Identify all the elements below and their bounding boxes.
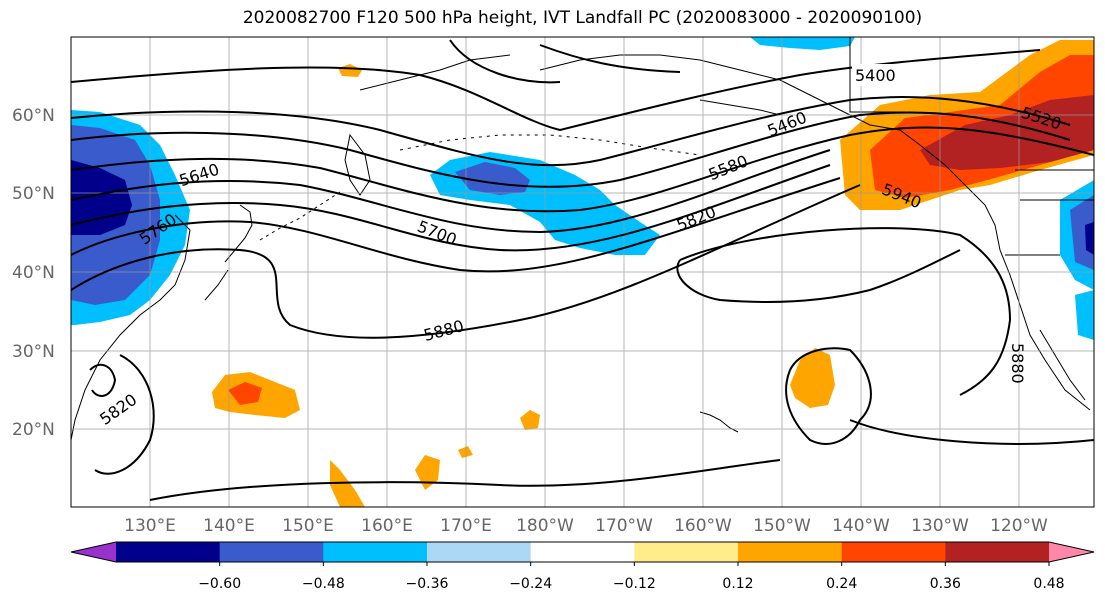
lon-label-170e: 170°E <box>440 516 492 536</box>
neg-region-asia-dark <box>71 160 132 235</box>
lon-label-140w: 140°W <box>832 516 890 536</box>
colorbar-segment <box>841 542 946 562</box>
lat-label-30n: 30°N <box>12 342 55 362</box>
colorbar-tick-label: −0.48 <box>302 576 345 592</box>
lon-labels: 130°E 140°E 150°E 160°E 170°E 180°W 170°… <box>124 516 1048 536</box>
neg-region-us-dark <box>1085 222 1094 255</box>
lat-label-20n: 20°N <box>12 420 55 440</box>
lon-label-150e: 150°E <box>282 516 334 536</box>
colorbar-outline <box>70 541 1095 563</box>
lon-label-150w: 150°W <box>753 516 811 536</box>
lat-labels: 60°N 50°N 40°N 30°N 20°N <box>12 106 55 440</box>
colorbar <box>70 541 1095 566</box>
colorbar-extend-high <box>1049 542 1094 562</box>
colorbar-tick-label: −0.60 <box>198 576 241 592</box>
height-contours <box>71 39 1094 501</box>
neg-region-us-light2 <box>1075 290 1094 340</box>
neg-region-arctic-light <box>750 37 855 50</box>
colorbar-extend-low <box>71 542 116 562</box>
colorbar-tick-label: −0.36 <box>406 576 449 592</box>
colorbar-tick-label: −0.24 <box>509 576 552 592</box>
colorbar-segment <box>945 542 1050 562</box>
neg-region-pacific-mid <box>455 162 530 195</box>
colorbar-tick-label: 0.36 <box>930 576 961 592</box>
lon-label-160e: 160°E <box>361 516 413 536</box>
pos-region-ne-pacific-dark <box>920 95 1094 170</box>
pos-region-small-1 <box>520 410 540 430</box>
colorbar-tick-label: −0.12 <box>613 576 656 592</box>
pos-region-south-light2 <box>415 455 440 490</box>
lat-label-60n: 60°N <box>12 106 55 126</box>
gridlines <box>71 37 1094 507</box>
colorbar-labels: −0.60 −0.48 −0.36 −0.24 −0.12 0.12 0.24 0.36 0.4… <box>198 576 1064 592</box>
lon-label-140e: 140°E <box>203 516 255 536</box>
colorbar-tick-label: 0.12 <box>722 576 753 592</box>
colorbar-segment <box>738 542 843 562</box>
lon-label-120w: 120°W <box>990 516 1048 536</box>
colorbar-segment <box>427 542 532 562</box>
lat-label-40n: 40°N <box>12 263 55 283</box>
pos-region-hawaii-light <box>790 348 835 408</box>
lat-label-50n: 50°N <box>12 184 55 204</box>
lon-label-180w: 180°W <box>516 516 574 536</box>
colorbar-tick-label: 0.48 <box>1033 576 1064 592</box>
colorbar-segment <box>530 542 635 562</box>
colorbar-tick-label: 0.24 <box>826 576 857 592</box>
contour-label-5880-east: 5880 <box>1008 343 1027 384</box>
map-frame <box>70 36 1095 508</box>
colorbar-segment <box>634 542 739 562</box>
lon-label-170w: 170°W <box>595 516 653 536</box>
map-title: 2020082700 F120 500 hPa height, IVT Land… <box>242 8 923 28</box>
contour-label-5400: 5400 <box>855 66 896 85</box>
lon-label-130e: 130°E <box>124 516 176 536</box>
lon-label-160w: 160°W <box>674 516 732 536</box>
colorbar-segment <box>116 542 221 562</box>
colorbar-segment <box>219 542 324 562</box>
lon-label-130w: 130°W <box>911 516 969 536</box>
colorbar-segment <box>323 542 428 562</box>
pos-region-wpac-mid <box>228 382 262 405</box>
